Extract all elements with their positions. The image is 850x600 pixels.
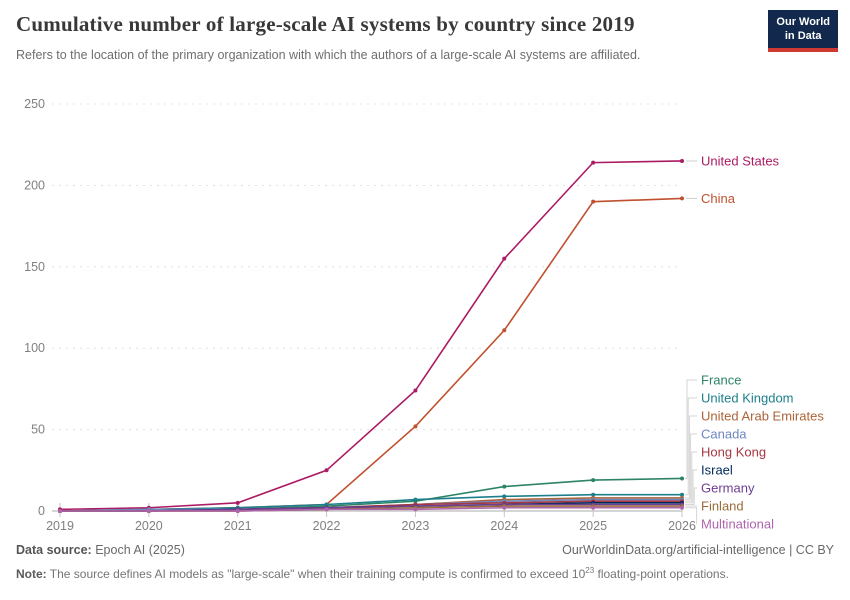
label-leader-united-kingdom: [685, 397, 697, 496]
note-label: Note:: [16, 567, 47, 581]
series-label-china[interactable]: China: [701, 191, 736, 206]
data-point-united-kingdom-2026[interactable]: [680, 492, 684, 497]
chart-footer: Data source: Epoch AI (2025) OurWorldinD…: [16, 543, 834, 557]
chart-subtitle: Refers to the location of the primary or…: [16, 48, 641, 62]
series-line-united-states[interactable]: [59, 160, 683, 511]
x-axis-tick-2023: 2023: [402, 519, 430, 533]
data-point-united-states-2023[interactable]: [413, 388, 418, 393]
y-axis-tick-50: 50: [31, 423, 45, 437]
series-label-united-states[interactable]: United States: [701, 153, 780, 168]
data-point-multinational-2021[interactable]: [235, 509, 240, 513]
series-line-china[interactable]: [59, 197, 683, 512]
series-label-united-kingdom[interactable]: United Kingdom: [701, 391, 794, 406]
x-axis-tick-2021: 2021: [224, 519, 252, 533]
x-axis-tick-2025: 2025: [579, 519, 607, 533]
data-point-multinational-2024[interactable]: [502, 505, 507, 510]
data-point-united-kingdom-2022[interactable]: [324, 502, 329, 507]
note-text: The source defines AI models as "large-s…: [49, 567, 586, 581]
attribution-link[interactable]: OurWorldinData.org/artificial-intelligen…: [562, 543, 834, 557]
series-label-finland[interactable]: Finland: [701, 499, 744, 514]
note-text-end: floating-point operations.: [594, 567, 729, 581]
data-point-united-states-2026[interactable]: [680, 158, 684, 163]
series-label-united-arab-emirates[interactable]: United Arab Emirates: [701, 409, 824, 424]
label-leader-germany: [685, 487, 697, 505]
series-line-multinational[interactable]: [60, 506, 682, 512]
series-label-hong-kong[interactable]: Hong Kong: [701, 445, 766, 460]
x-axis-tick-2026: 2026: [668, 519, 696, 533]
data-point-multinational-2022[interactable]: [324, 507, 329, 512]
owid-logo-line1: Our World: [776, 16, 830, 28]
x-axis-tick-2022: 2022: [313, 519, 341, 533]
owid-logo-line2: in Data: [784, 29, 822, 42]
data-point-france-2025[interactable]: [591, 478, 596, 483]
label-leader-united-arab-emirates: [685, 415, 697, 499]
label-leader-france: [685, 379, 697, 479]
data-point-multinational-2026[interactable]: [680, 505, 684, 510]
data-point-united-kingdom-2025[interactable]: [591, 492, 596, 497]
chart-title: Cumulative number of large-scale AI syst…: [16, 12, 635, 36]
data-point-china-2024[interactable]: [502, 328, 507, 333]
series-label-israel[interactable]: Israel: [701, 463, 733, 478]
data-point-united-states-2025[interactable]: [591, 160, 596, 165]
y-axis-tick-200: 200: [24, 178, 45, 192]
series-label-multinational[interactable]: Multinational: [701, 517, 774, 532]
series-label-canada[interactable]: Canada: [701, 427, 747, 442]
chart-note: Note: The source defines AI models as "l…: [16, 566, 834, 581]
owid-logo[interactable]: Our World in Data: [768, 10, 838, 52]
data-point-china-2023[interactable]: [413, 424, 418, 429]
data-point-multinational-2025[interactable]: [591, 505, 596, 510]
x-axis-tick-2020: 2020: [135, 519, 163, 533]
data-point-united-states-2022[interactable]: [324, 468, 329, 473]
data-source-line: Data source: Epoch AI (2025): [16, 543, 185, 557]
data-point-multinational-2023[interactable]: [413, 507, 418, 512]
series-label-germany[interactable]: Germany: [701, 481, 755, 496]
data-point-united-kingdom-2023[interactable]: [413, 497, 418, 502]
data-point-multinational-2019[interactable]: [58, 509, 62, 513]
y-axis-tick-250: 250: [24, 97, 45, 111]
label-leader-canada: [685, 433, 697, 501]
data-point-multinational-2020[interactable]: [146, 509, 151, 513]
y-axis-tick-0: 0: [38, 504, 45, 518]
data-source-label: Data source:: [16, 543, 92, 557]
series-label-france[interactable]: France: [701, 373, 741, 388]
data-point-united-states-2024[interactable]: [502, 256, 507, 261]
x-axis-tick-2024: 2024: [490, 519, 518, 533]
data-source-value: Epoch AI (2025): [95, 543, 185, 557]
data-point-united-kingdom-2024[interactable]: [502, 494, 507, 499]
y-axis-tick-150: 150: [24, 260, 45, 274]
y-axis-tick-100: 100: [24, 341, 45, 355]
data-point-france-2026[interactable]: [680, 476, 684, 481]
data-point-china-2025[interactable]: [591, 199, 596, 204]
label-leader-hong-kong: [685, 451, 697, 502]
label-leader-multinational: [685, 507, 698, 525]
note-superscript: 23: [585, 566, 595, 575]
data-point-united-states-2021[interactable]: [235, 500, 240, 505]
data-point-china-2026[interactable]: [680, 196, 684, 201]
data-point-france-2024[interactable]: [502, 484, 507, 489]
x-axis-tick-2019: 2019: [46, 519, 74, 533]
label-leader-israel: [685, 469, 697, 504]
